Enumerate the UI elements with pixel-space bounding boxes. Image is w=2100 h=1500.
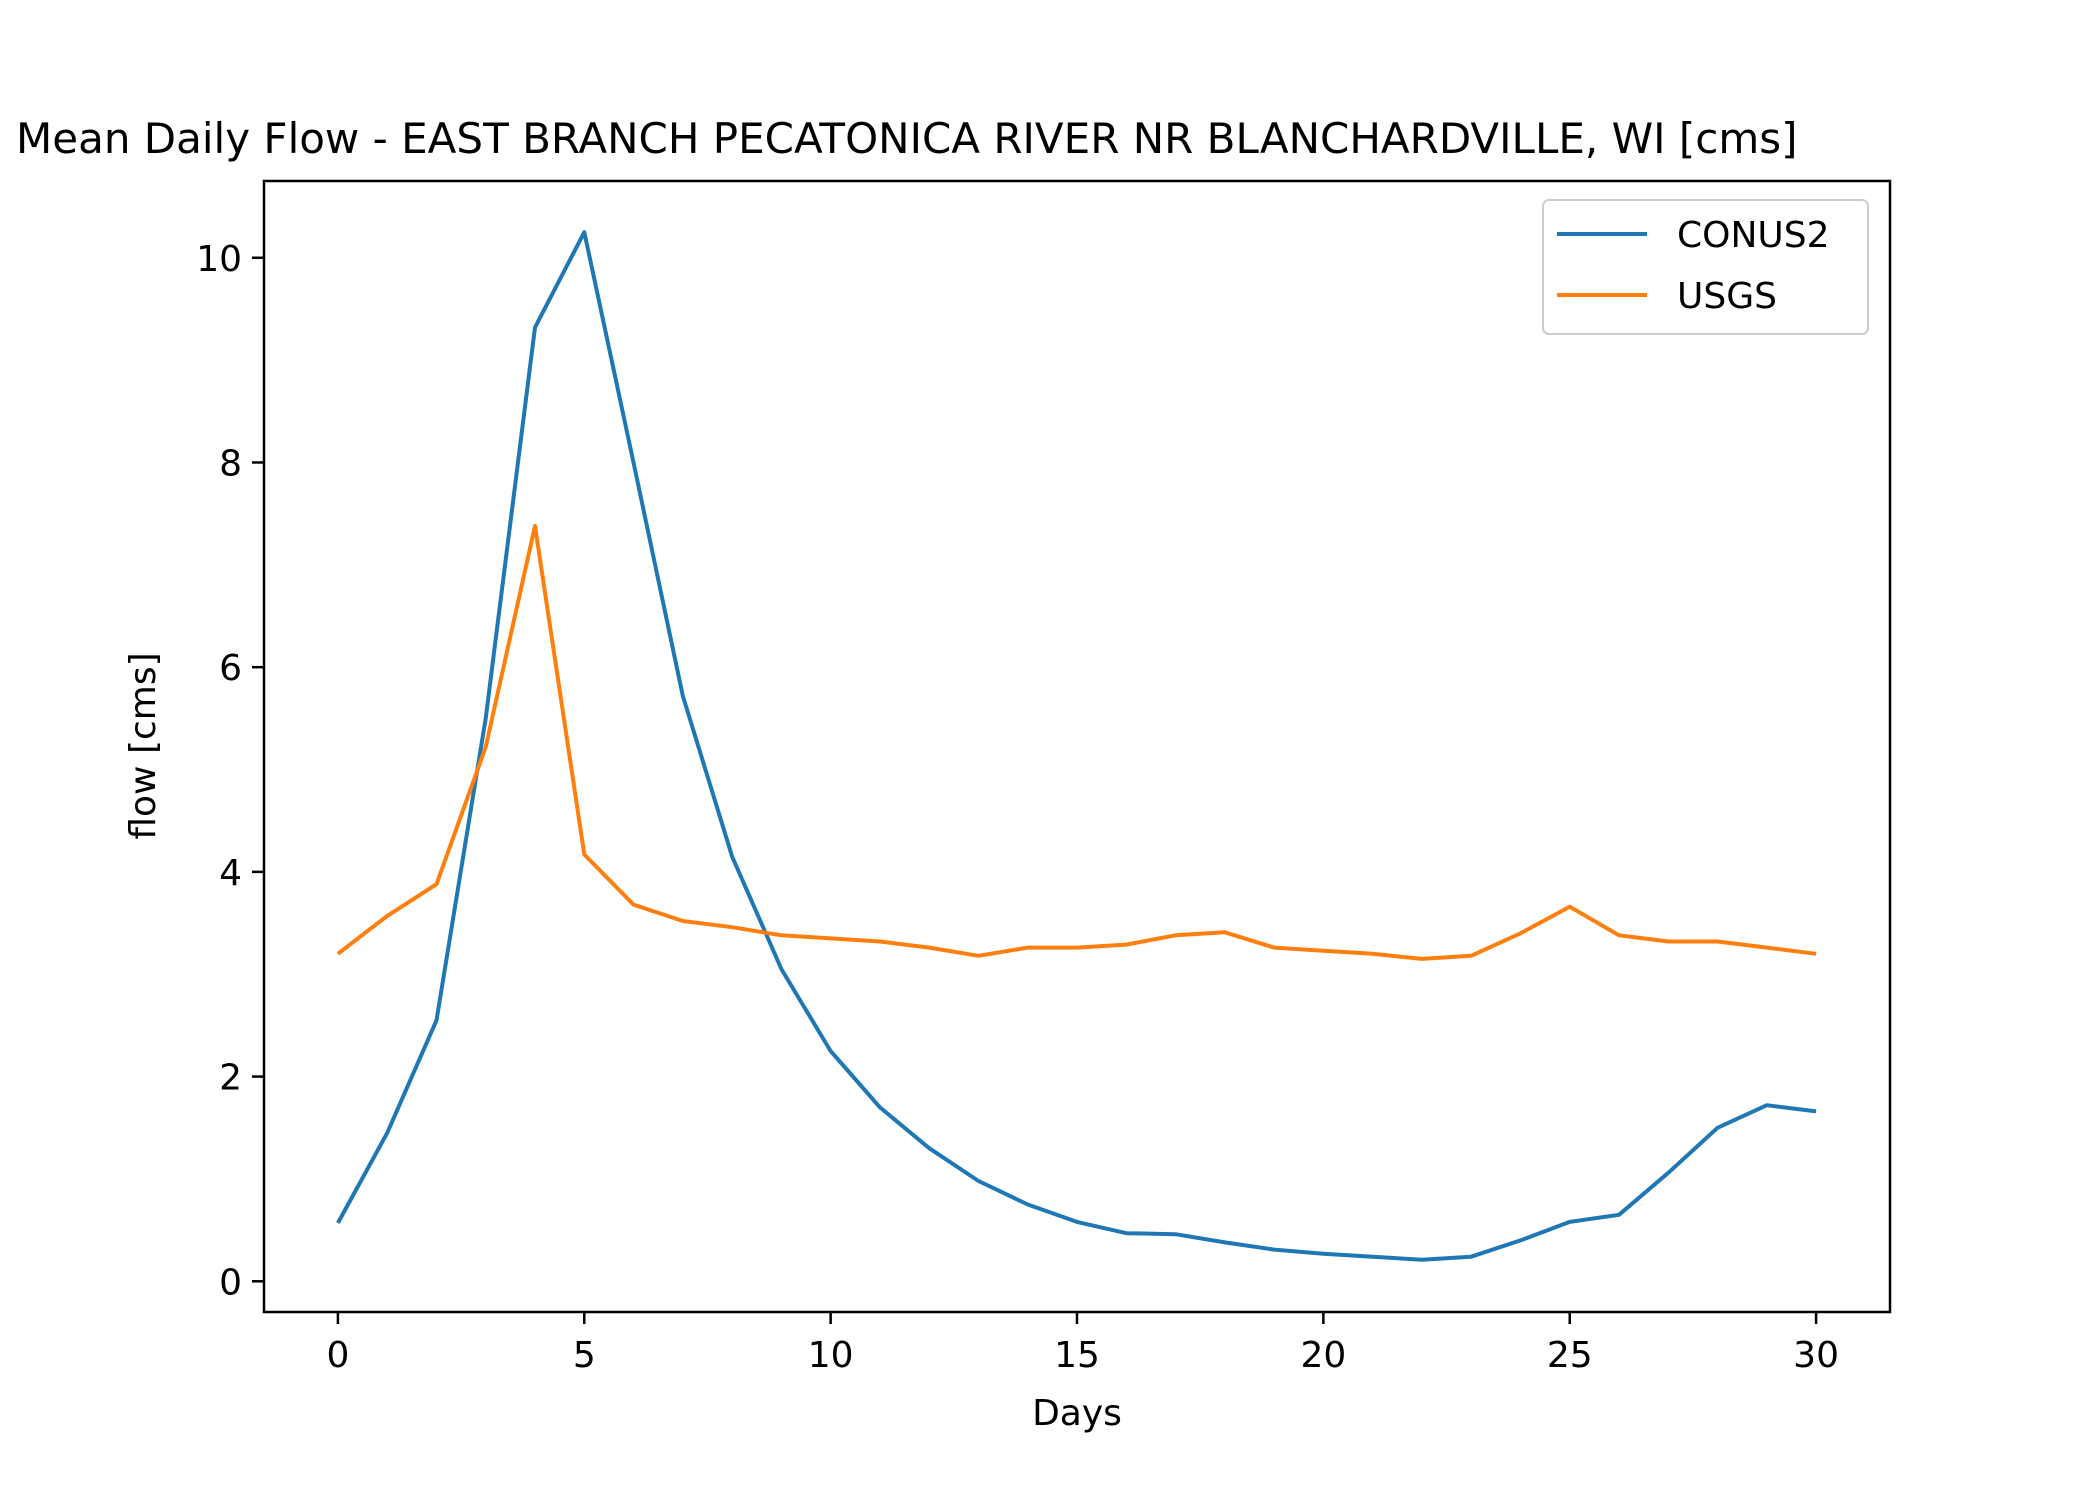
- legend: CONUS2 USGS: [1542, 199, 1869, 335]
- y-axis: 0 2 4 6 8 10: [196, 239, 264, 1303]
- x-axis: 0 5 10 15 20 25 30: [326, 1312, 1839, 1376]
- y-tick-label: 6: [219, 648, 242, 689]
- legend-label-conus2: CONUS2: [1677, 215, 1830, 256]
- y-tick-label: 8: [219, 443, 242, 484]
- legend-label-usgs: USGS: [1677, 276, 1777, 317]
- y-tick-label: 0: [219, 1262, 242, 1303]
- series-line-conus2: [336, 230, 1817, 1262]
- y-tick-label: 2: [219, 1058, 242, 1099]
- x-tick-label: 10: [808, 1335, 854, 1376]
- x-tick-label: 15: [1054, 1335, 1100, 1376]
- x-tick-label: 25: [1547, 1335, 1593, 1376]
- x-tick-label: 0: [326, 1335, 349, 1376]
- y-tick-label: 10: [196, 239, 242, 280]
- plot-area: [336, 230, 1817, 1262]
- chart-title: Mean Daily Flow - EAST BRANCH PECATONICA…: [16, 114, 1798, 163]
- x-tick-label: 5: [573, 1335, 596, 1376]
- x-tick-label: 20: [1300, 1335, 1346, 1376]
- x-tick-label: 30: [1793, 1335, 1839, 1376]
- y-axis-label: flow [cms]: [123, 652, 164, 839]
- x-axis-label: Days: [1032, 1393, 1122, 1434]
- y-tick-label: 4: [219, 853, 242, 894]
- plot-frame: [262, 179, 1892, 1314]
- series-line-usgs: [336, 523, 1817, 961]
